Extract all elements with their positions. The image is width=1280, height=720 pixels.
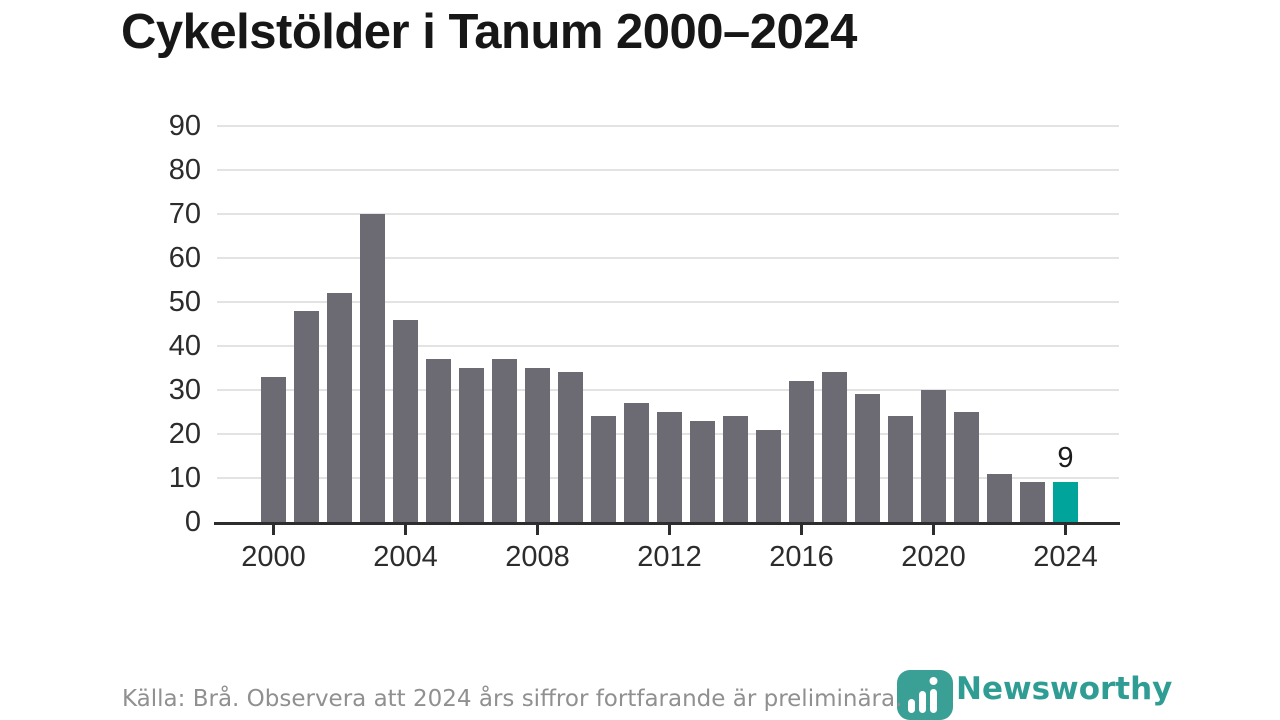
bar-2000 bbox=[261, 376, 286, 522]
bar-2004 bbox=[393, 319, 418, 522]
x-tick-label-2020: 2020 bbox=[901, 541, 966, 573]
y-tick-label-20: 20 bbox=[168, 418, 201, 450]
bar-2023 bbox=[1020, 482, 1045, 522]
y-tick-label-60: 60 bbox=[168, 242, 201, 274]
x-tick-label-2024: 2024 bbox=[1033, 541, 1098, 573]
gridline-40 bbox=[217, 345, 1119, 347]
gridline-80 bbox=[217, 169, 1119, 171]
gridline-90 bbox=[217, 125, 1119, 127]
newsworthy-logo-icon bbox=[897, 670, 953, 720]
x-tick-2012 bbox=[668, 525, 671, 535]
x-tick-label-2000: 2000 bbox=[241, 541, 306, 573]
x-axis-line bbox=[214, 522, 1120, 525]
gridline-60 bbox=[217, 257, 1119, 259]
bar-2003 bbox=[360, 214, 385, 522]
bar-2017 bbox=[822, 372, 847, 522]
bar-2012 bbox=[657, 412, 682, 522]
gridline-70 bbox=[217, 213, 1119, 215]
x-tick-2020 bbox=[932, 525, 935, 535]
bar-2018 bbox=[855, 394, 880, 522]
bar-2021 bbox=[954, 412, 979, 522]
chart-title: Cykelstölder i Tanum 2000–2024 bbox=[121, 5, 857, 59]
y-tick-label-70: 70 bbox=[168, 198, 201, 230]
plot-area: 9 bbox=[217, 125, 1119, 522]
x-tick-2000 bbox=[272, 525, 275, 535]
x-tick-label-2004: 2004 bbox=[373, 541, 438, 573]
bar-2009 bbox=[558, 372, 583, 522]
y-tick-label-10: 10 bbox=[168, 462, 201, 494]
bar-2014 bbox=[723, 416, 748, 522]
bar-2013 bbox=[690, 420, 715, 522]
x-tick-2016 bbox=[800, 525, 803, 535]
bar-value-label: 9 bbox=[1057, 442, 1074, 475]
newsworthy-wordmark: Newsworthy bbox=[956, 671, 1173, 707]
bar-2022 bbox=[987, 473, 1012, 522]
bar-2010 bbox=[591, 416, 616, 522]
y-tick-label-0: 0 bbox=[184, 506, 201, 538]
bar-2015 bbox=[756, 429, 781, 522]
y-tick-label-80: 80 bbox=[168, 154, 201, 186]
bar-2006 bbox=[459, 368, 484, 522]
x-tick-label-2016: 2016 bbox=[769, 541, 834, 573]
bar-2011 bbox=[624, 403, 649, 522]
bar-2019 bbox=[888, 416, 913, 522]
bar-2007 bbox=[492, 359, 517, 522]
bar-2020 bbox=[921, 390, 946, 522]
y-tick-label-30: 30 bbox=[168, 374, 201, 406]
bar-2016 bbox=[789, 381, 814, 522]
bar-2024 bbox=[1053, 482, 1078, 522]
x-tick-2008 bbox=[536, 525, 539, 535]
bar-2001 bbox=[294, 310, 319, 522]
gridline-30 bbox=[217, 389, 1119, 391]
bar-2005 bbox=[426, 359, 451, 522]
gridline-50 bbox=[217, 301, 1119, 303]
bar-2002 bbox=[327, 293, 352, 522]
x-tick-2004 bbox=[404, 525, 407, 535]
y-tick-label-50: 50 bbox=[168, 286, 201, 318]
y-tick-label-90: 90 bbox=[168, 110, 201, 142]
x-tick-label-2008: 2008 bbox=[505, 541, 570, 573]
y-tick-label-40: 40 bbox=[168, 330, 201, 362]
x-tick-label-2012: 2012 bbox=[637, 541, 702, 573]
bar-2008 bbox=[525, 368, 550, 522]
x-tick-2024 bbox=[1064, 525, 1067, 535]
source-text: Källa: Brå. Observera att 2024 års siffr… bbox=[122, 686, 903, 712]
